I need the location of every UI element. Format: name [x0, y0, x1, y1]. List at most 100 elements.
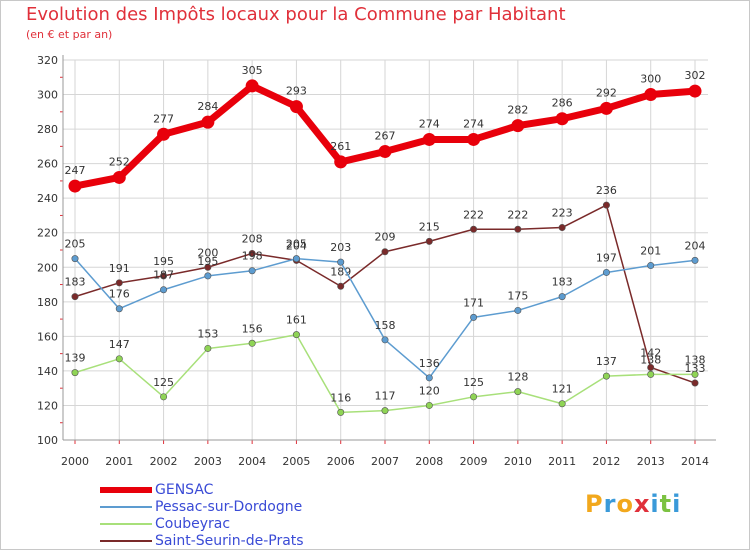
data-label: 284: [197, 100, 218, 113]
legend-label-pessac: Pessac-sur-Dordogne: [155, 499, 303, 515]
data-label: 195: [197, 255, 218, 268]
data-point: [511, 119, 525, 133]
data-point: [381, 248, 389, 256]
data-point: [558, 293, 566, 301]
data-point: [248, 339, 256, 347]
data-label: 137: [596, 355, 617, 368]
data-point: [160, 393, 168, 401]
data-label: 195: [153, 255, 174, 268]
data-label: 187: [153, 269, 174, 282]
data-point: [555, 112, 569, 126]
data-label: 274: [419, 117, 440, 130]
data-point: [115, 305, 123, 313]
data-point: [248, 267, 256, 275]
data-label: 302: [685, 69, 706, 82]
x-tick-label: 2001: [105, 455, 133, 468]
data-point: [71, 369, 79, 377]
legend-swatch-coubeyrac: [100, 523, 152, 525]
data-label: 261: [330, 140, 351, 153]
x-tick-label: 2008: [415, 455, 443, 468]
data-point: [514, 225, 522, 233]
data-label: 176: [109, 288, 130, 301]
logo-letter: t: [659, 490, 673, 518]
data-point: [334, 155, 348, 169]
x-tick-label: 2012: [592, 455, 620, 468]
data-label: 158: [375, 319, 396, 332]
logo-letter: i: [650, 490, 660, 518]
data-point: [201, 115, 215, 129]
data-point: [644, 88, 658, 102]
y-tick-label: 220: [37, 227, 58, 240]
data-point: [602, 372, 610, 380]
y-tick-label: 140: [37, 365, 58, 378]
y-tick-label: 320: [37, 54, 58, 67]
data-point: [602, 268, 610, 276]
data-point: [112, 170, 126, 184]
data-label: 138: [640, 353, 661, 366]
data-point: [647, 363, 655, 371]
data-point: [204, 272, 212, 280]
data-point: [381, 336, 389, 344]
y-tick-label: 180: [37, 296, 58, 309]
x-tick-label: 2014: [681, 455, 709, 468]
data-label: 147: [109, 338, 130, 351]
data-label: 136: [419, 357, 440, 370]
data-label: 156: [242, 322, 263, 335]
data-point: [425, 237, 433, 245]
data-label: 171: [463, 296, 484, 309]
data-point: [204, 344, 212, 352]
data-label: 128: [507, 371, 528, 384]
chart-title: Evolution des Impôts locaux pour la Comm…: [26, 4, 566, 25]
data-label: 267: [375, 130, 396, 143]
data-point: [691, 379, 699, 387]
data-point: [71, 255, 79, 263]
data-label: 205: [65, 238, 86, 251]
data-label: 286: [552, 97, 573, 110]
data-label: 175: [507, 289, 528, 302]
data-point: [691, 370, 699, 378]
data-point: [688, 84, 702, 98]
data-label: 300: [640, 73, 661, 86]
data-point: [470, 313, 478, 321]
data-point: [514, 306, 522, 314]
data-label: 247: [65, 164, 86, 177]
data-label: 274: [463, 117, 484, 130]
legend-label-gensac: GENSAC: [155, 482, 214, 498]
data-point: [378, 145, 392, 159]
legend-swatch-saint-seurin: [100, 540, 152, 542]
x-tick-label: 2004: [238, 455, 266, 468]
data-point: [467, 132, 481, 146]
data-point: [337, 258, 345, 266]
data-point: [68, 179, 82, 193]
data-label: 208: [242, 232, 263, 245]
data-point: [337, 282, 345, 290]
data-point: [157, 127, 171, 141]
data-label: 197: [596, 251, 617, 264]
y-tick-label: 100: [37, 434, 58, 447]
x-tick-label: 2002: [150, 455, 178, 468]
data-point: [204, 263, 212, 271]
data-point: [248, 249, 256, 257]
y-tick-label: 280: [37, 123, 58, 136]
legend-label-coubeyrac: Coubeyrac: [155, 516, 231, 532]
logo-letter: o: [616, 490, 634, 518]
x-tick-label: 2010: [504, 455, 532, 468]
data-label: 252: [109, 155, 130, 168]
data-point: [381, 407, 389, 415]
data-point: [337, 408, 345, 416]
data-label: 209: [375, 231, 396, 244]
x-tick-label: 2013: [637, 455, 665, 468]
data-label: 125: [153, 376, 174, 389]
y-tick-label: 200: [37, 261, 58, 274]
data-point: [245, 79, 259, 93]
legend-swatch-gensac: [100, 487, 152, 493]
y-tick-label: 260: [37, 158, 58, 171]
data-point: [514, 388, 522, 396]
data-point: [289, 100, 303, 114]
legend-swatch-pessac: [100, 506, 152, 508]
data-label: 142: [640, 346, 661, 359]
data-label: 204: [685, 239, 706, 252]
data-label: 205: [286, 238, 307, 251]
logo-letter: P: [585, 490, 604, 518]
